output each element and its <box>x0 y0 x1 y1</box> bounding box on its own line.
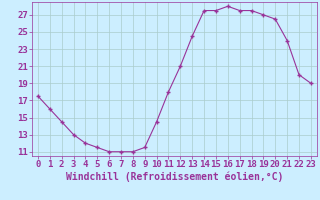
X-axis label: Windchill (Refroidissement éolien,°C): Windchill (Refroidissement éolien,°C) <box>66 172 283 182</box>
